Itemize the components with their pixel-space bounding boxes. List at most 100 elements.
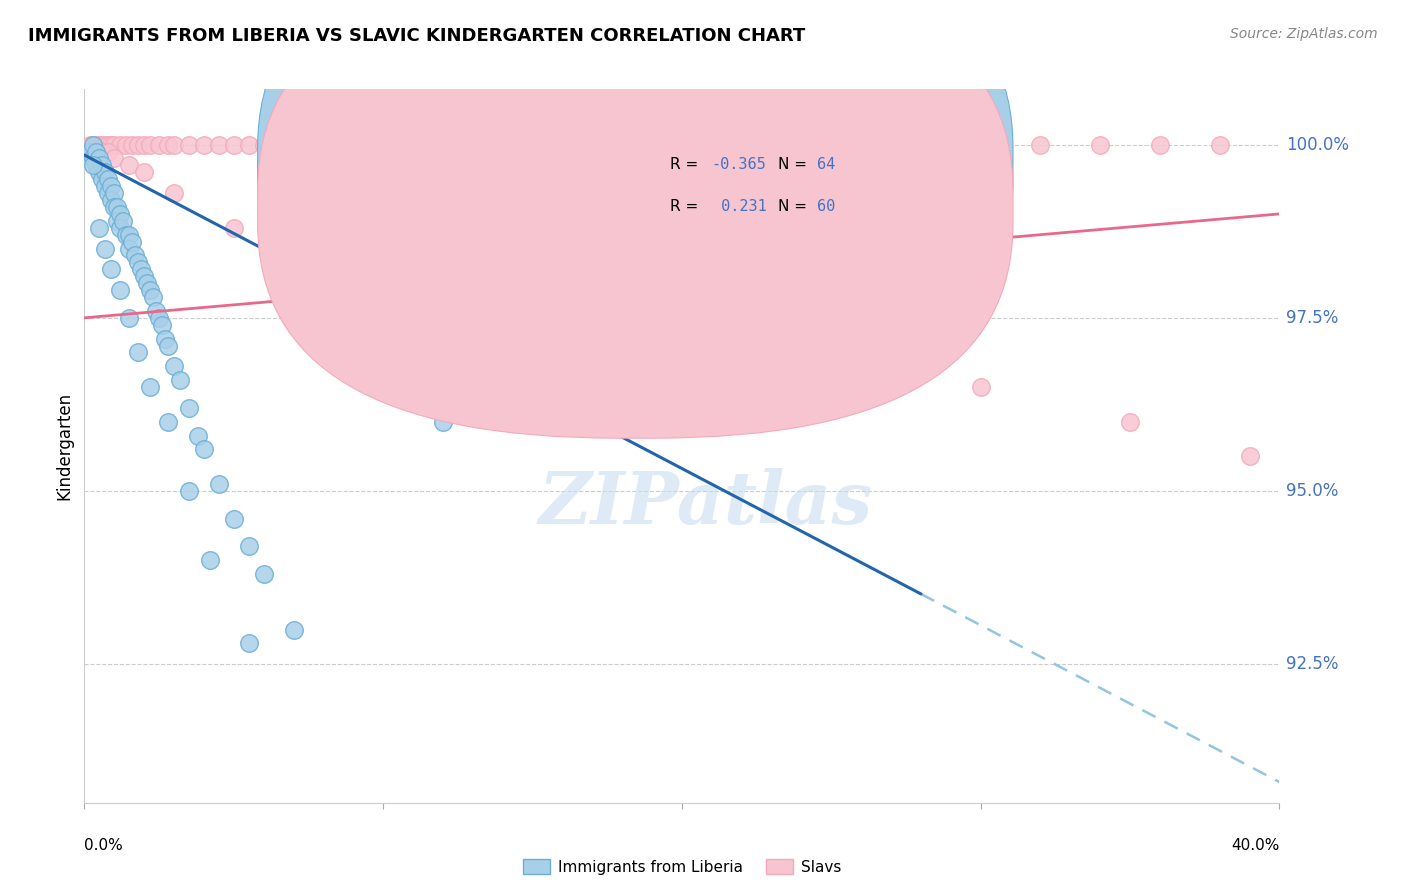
- Point: [1088, 137, 1111, 152]
- Point: [581, 137, 603, 152]
- Point: [910, 137, 932, 152]
- Point: [371, 310, 394, 325]
- Text: 60: 60: [817, 200, 835, 214]
- Point: [89, 165, 111, 179]
- Point: [187, 428, 209, 442]
- Point: [198, 553, 221, 567]
- Point: [238, 137, 260, 152]
- Point: [432, 137, 454, 152]
- Point: [222, 137, 245, 152]
- Point: [238, 636, 260, 650]
- Point: [79, 145, 101, 159]
- Point: [342, 345, 364, 359]
- Point: [1149, 137, 1171, 152]
- Point: [127, 137, 149, 152]
- Point: [100, 193, 122, 207]
- Point: [82, 158, 104, 172]
- Point: [790, 137, 813, 152]
- Point: [136, 276, 159, 290]
- Point: [371, 380, 394, 394]
- Point: [94, 242, 117, 256]
- Point: [91, 158, 114, 172]
- Point: [402, 137, 425, 152]
- Point: [145, 304, 167, 318]
- Text: Source: ZipAtlas.com: Source: ZipAtlas.com: [1230, 27, 1378, 41]
- Point: [110, 207, 132, 221]
- Point: [238, 540, 260, 554]
- Point: [163, 137, 186, 152]
- Point: [163, 359, 186, 374]
- Point: [132, 269, 156, 284]
- Point: [118, 242, 141, 256]
- Point: [849, 137, 872, 152]
- Point: [110, 220, 132, 235]
- Point: [169, 373, 191, 387]
- Text: N =: N =: [778, 157, 811, 171]
- Point: [97, 186, 120, 201]
- Text: IMMIGRANTS FROM LIBERIA VS SLAVIC KINDERGARTEN CORRELATION CHART: IMMIGRANTS FROM LIBERIA VS SLAVIC KINDER…: [28, 27, 806, 45]
- Point: [139, 137, 162, 152]
- Point: [461, 137, 484, 152]
- Point: [118, 310, 141, 325]
- Point: [103, 137, 125, 152]
- Point: [177, 137, 200, 152]
- Point: [253, 137, 276, 152]
- Point: [342, 137, 364, 152]
- Point: [1119, 415, 1142, 429]
- Text: 0.0%: 0.0%: [84, 838, 124, 854]
- Point: [970, 137, 993, 152]
- Point: [94, 137, 117, 152]
- Point: [222, 512, 245, 526]
- Point: [150, 318, 173, 332]
- Point: [89, 137, 111, 152]
- Text: 64: 64: [817, 157, 835, 171]
- Point: [153, 332, 176, 346]
- Point: [103, 152, 125, 166]
- Text: N =: N =: [778, 200, 811, 214]
- Point: [193, 137, 215, 152]
- Point: [312, 137, 335, 152]
- Text: R =: R =: [669, 200, 703, 214]
- Point: [671, 345, 693, 359]
- Point: [112, 214, 135, 228]
- Point: [283, 623, 305, 637]
- Point: [132, 165, 156, 179]
- Point: [142, 290, 165, 304]
- Point: [86, 145, 108, 159]
- Point: [82, 152, 104, 166]
- Point: [91, 172, 114, 186]
- Point: [103, 186, 125, 201]
- Point: [610, 137, 633, 152]
- Point: [100, 179, 122, 194]
- Point: [177, 401, 200, 415]
- Y-axis label: Kindergarten: Kindergarten: [55, 392, 73, 500]
- Text: 40.0%: 40.0%: [1232, 838, 1279, 854]
- Point: [253, 567, 276, 582]
- Point: [97, 137, 120, 152]
- Point: [312, 310, 335, 325]
- Point: [148, 137, 170, 152]
- Point: [1029, 137, 1052, 152]
- Text: R =: R =: [669, 157, 703, 171]
- Point: [222, 220, 245, 235]
- Text: 100.0%: 100.0%: [1286, 136, 1350, 153]
- Point: [121, 235, 143, 249]
- Point: [100, 137, 122, 152]
- Point: [86, 158, 108, 172]
- Point: [89, 220, 111, 235]
- Point: [103, 200, 125, 214]
- Point: [492, 137, 515, 152]
- Point: [79, 137, 101, 152]
- Point: [208, 137, 231, 152]
- Point: [139, 380, 162, 394]
- Point: [105, 214, 128, 228]
- Point: [671, 137, 693, 152]
- Point: [177, 483, 200, 498]
- Text: -0.365: -0.365: [711, 157, 766, 171]
- Point: [432, 415, 454, 429]
- Point: [551, 137, 574, 152]
- Point: [86, 145, 108, 159]
- Point: [371, 137, 394, 152]
- Text: 95.0%: 95.0%: [1286, 482, 1339, 500]
- Point: [94, 165, 117, 179]
